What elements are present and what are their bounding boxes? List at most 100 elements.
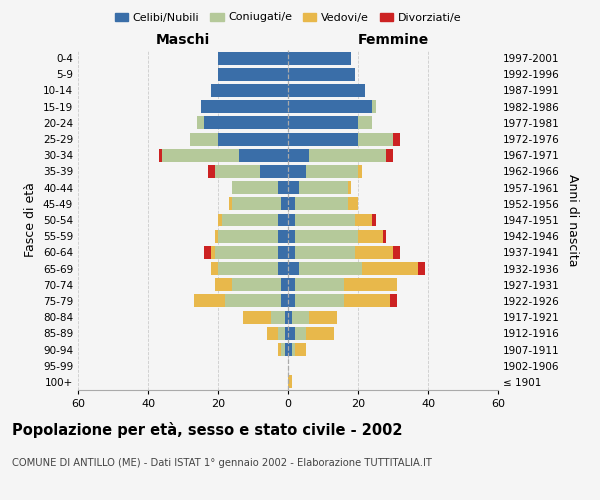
Text: COMUNE DI ANTILLO (ME) - Dati ISTAT 1° gennaio 2002 - Elaborazione TUTTITALIA.IT: COMUNE DI ANTILLO (ME) - Dati ISTAT 1° g… xyxy=(12,458,432,468)
Bar xyxy=(281,198,288,210)
Bar xyxy=(347,181,351,194)
Bar xyxy=(295,327,305,340)
Bar xyxy=(386,149,393,162)
Bar xyxy=(260,165,288,178)
Bar xyxy=(277,262,288,275)
Bar xyxy=(218,262,277,275)
Bar xyxy=(277,246,288,259)
Bar xyxy=(288,230,295,242)
Bar xyxy=(277,343,281,356)
Bar xyxy=(204,246,211,259)
Bar xyxy=(292,310,309,324)
Bar xyxy=(292,343,295,356)
Bar xyxy=(288,278,295,291)
Text: Maschi: Maschi xyxy=(156,34,210,48)
Bar xyxy=(295,294,344,308)
Bar xyxy=(309,149,386,162)
Bar xyxy=(288,343,292,356)
Bar xyxy=(358,132,393,145)
Text: Femmine: Femmine xyxy=(358,34,428,48)
Bar xyxy=(288,376,292,388)
Bar xyxy=(383,230,386,242)
Y-axis label: Anni di nascita: Anni di nascita xyxy=(566,174,579,266)
Bar xyxy=(355,246,393,259)
Bar xyxy=(288,246,295,259)
Bar xyxy=(393,246,400,259)
Bar xyxy=(215,165,260,178)
Bar xyxy=(200,100,288,113)
Bar xyxy=(299,262,361,275)
Bar xyxy=(295,230,358,242)
Bar xyxy=(347,198,358,210)
Bar xyxy=(288,165,305,178)
Bar xyxy=(344,278,397,291)
Bar xyxy=(288,100,372,113)
Bar xyxy=(211,246,215,259)
Bar xyxy=(225,294,281,308)
Bar xyxy=(358,116,372,130)
Bar xyxy=(284,310,288,324)
Bar xyxy=(158,149,162,162)
Bar xyxy=(215,278,232,291)
Bar xyxy=(277,230,288,242)
Bar xyxy=(239,149,288,162)
Bar xyxy=(277,181,288,194)
Text: Popolazione per età, sesso e stato civile - 2002: Popolazione per età, sesso e stato civil… xyxy=(12,422,403,438)
Bar xyxy=(215,246,277,259)
Y-axis label: Fasce di età: Fasce di età xyxy=(25,182,37,258)
Bar xyxy=(281,278,288,291)
Bar xyxy=(211,84,288,97)
Bar xyxy=(288,294,295,308)
Bar xyxy=(299,181,347,194)
Bar xyxy=(221,214,277,226)
Bar xyxy=(232,278,281,291)
Bar xyxy=(242,310,271,324)
Bar xyxy=(215,230,218,242)
Bar xyxy=(218,68,288,81)
Bar xyxy=(372,214,376,226)
Bar xyxy=(288,84,365,97)
Bar xyxy=(232,181,277,194)
Bar xyxy=(295,343,305,356)
Bar xyxy=(229,198,232,210)
Bar xyxy=(208,165,215,178)
Bar xyxy=(284,327,288,340)
Bar xyxy=(295,278,344,291)
Bar xyxy=(288,310,292,324)
Bar xyxy=(288,68,355,81)
Bar xyxy=(190,132,218,145)
Bar xyxy=(288,132,358,145)
Bar xyxy=(267,327,277,340)
Bar xyxy=(288,262,299,275)
Bar xyxy=(197,116,204,130)
Bar xyxy=(288,116,358,130)
Bar xyxy=(361,262,418,275)
Bar xyxy=(295,214,355,226)
Bar xyxy=(288,198,295,210)
Bar xyxy=(193,294,225,308)
Bar xyxy=(218,52,288,64)
Bar xyxy=(389,294,397,308)
Bar xyxy=(288,52,351,64)
Bar xyxy=(277,327,284,340)
Bar xyxy=(288,214,295,226)
Bar xyxy=(288,149,309,162)
Bar xyxy=(358,165,361,178)
Bar xyxy=(305,165,358,178)
Bar xyxy=(277,214,288,226)
Bar xyxy=(309,310,337,324)
Bar xyxy=(358,230,383,242)
Bar xyxy=(204,116,288,130)
Bar xyxy=(218,214,221,226)
Bar xyxy=(288,327,295,340)
Bar xyxy=(288,181,299,194)
Bar xyxy=(232,198,281,210)
Bar xyxy=(218,230,277,242)
Bar xyxy=(355,214,372,226)
Bar xyxy=(295,246,355,259)
Bar xyxy=(218,132,288,145)
Bar xyxy=(344,294,389,308)
Bar xyxy=(295,198,347,210)
Bar xyxy=(284,343,288,356)
Bar xyxy=(305,327,334,340)
